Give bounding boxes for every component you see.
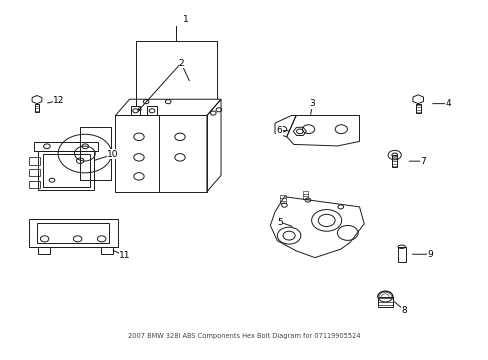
Bar — [38, 247, 50, 254]
Bar — [29, 181, 40, 188]
Text: 7: 7 — [419, 157, 425, 166]
Text: 10: 10 — [107, 150, 119, 159]
Bar — [38, 151, 94, 190]
Bar — [37, 223, 109, 243]
Bar — [42, 154, 89, 186]
Bar — [35, 104, 39, 112]
Text: 3: 3 — [309, 99, 315, 108]
Text: 6: 6 — [276, 126, 282, 135]
Bar — [377, 297, 392, 307]
Text: 8: 8 — [401, 306, 406, 315]
Text: 9: 9 — [426, 250, 432, 259]
Text: 2: 2 — [178, 59, 183, 68]
Text: 4: 4 — [445, 99, 450, 108]
Text: 11: 11 — [119, 251, 130, 260]
Bar — [115, 116, 206, 192]
Text: 12: 12 — [53, 96, 64, 105]
Bar — [101, 247, 113, 254]
Bar — [28, 219, 118, 247]
Bar — [391, 156, 396, 167]
Bar — [147, 106, 156, 116]
Bar — [29, 169, 40, 176]
Text: 5: 5 — [276, 217, 282, 226]
Bar — [397, 247, 405, 262]
Bar — [415, 104, 420, 113]
Bar — [34, 141, 98, 151]
Bar — [80, 127, 110, 180]
Text: 1: 1 — [183, 15, 188, 24]
Bar — [131, 106, 140, 116]
Text: 2007 BMW 328i ABS Components Hex Bolt Diagram for 07119905524: 2007 BMW 328i ABS Components Hex Bolt Di… — [128, 333, 360, 339]
Bar — [29, 157, 40, 165]
